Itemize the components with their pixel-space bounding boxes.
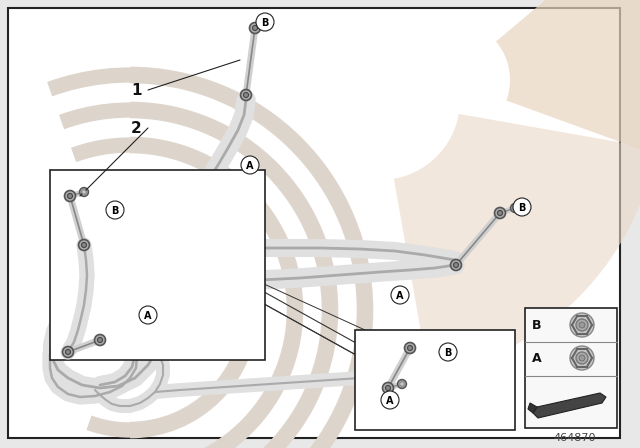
- Circle shape: [495, 207, 506, 219]
- Polygon shape: [528, 403, 537, 413]
- Circle shape: [79, 188, 88, 197]
- Circle shape: [497, 211, 502, 215]
- Circle shape: [79, 240, 90, 250]
- Text: B: B: [111, 206, 118, 215]
- Circle shape: [570, 313, 594, 337]
- Circle shape: [511, 203, 520, 212]
- Circle shape: [265, 20, 269, 24]
- Circle shape: [253, 26, 257, 30]
- Circle shape: [241, 156, 259, 174]
- Circle shape: [391, 286, 409, 304]
- Text: B: B: [518, 202, 525, 212]
- Text: B: B: [444, 348, 452, 358]
- Circle shape: [139, 306, 157, 324]
- Circle shape: [81, 242, 86, 247]
- Circle shape: [65, 190, 76, 202]
- Circle shape: [400, 382, 404, 386]
- Circle shape: [513, 198, 531, 216]
- Circle shape: [579, 322, 585, 328]
- Circle shape: [451, 259, 461, 271]
- Circle shape: [262, 17, 271, 26]
- Circle shape: [381, 391, 399, 409]
- Circle shape: [408, 345, 413, 350]
- Circle shape: [241, 90, 252, 100]
- Circle shape: [82, 190, 86, 194]
- Circle shape: [439, 343, 457, 361]
- Circle shape: [63, 346, 74, 358]
- Bar: [355, 330, 515, 430]
- Text: A: A: [246, 160, 253, 171]
- Bar: [525, 308, 617, 428]
- Circle shape: [579, 355, 585, 361]
- Bar: [50, 170, 265, 360]
- Circle shape: [243, 92, 248, 98]
- Polygon shape: [533, 393, 606, 418]
- Circle shape: [97, 337, 102, 343]
- Circle shape: [570, 346, 594, 370]
- Text: A: A: [532, 352, 541, 365]
- Text: A: A: [144, 310, 152, 320]
- Text: 2: 2: [131, 121, 142, 135]
- Circle shape: [404, 343, 415, 353]
- Circle shape: [250, 22, 260, 34]
- Text: B: B: [261, 17, 269, 27]
- Circle shape: [576, 319, 588, 331]
- Polygon shape: [496, 0, 640, 183]
- Text: A: A: [387, 396, 394, 405]
- Circle shape: [397, 379, 406, 388]
- Circle shape: [106, 201, 124, 219]
- Text: A: A: [396, 290, 404, 301]
- Circle shape: [256, 13, 274, 31]
- Circle shape: [67, 194, 72, 198]
- Text: B: B: [532, 319, 541, 332]
- Circle shape: [65, 349, 70, 354]
- Circle shape: [576, 352, 588, 364]
- Circle shape: [95, 335, 106, 345]
- Circle shape: [385, 385, 390, 391]
- Text: 1: 1: [131, 82, 142, 98]
- Circle shape: [513, 206, 517, 210]
- Text: 464870: 464870: [554, 433, 596, 443]
- Circle shape: [454, 263, 458, 267]
- Polygon shape: [394, 114, 640, 376]
- Circle shape: [383, 383, 394, 393]
